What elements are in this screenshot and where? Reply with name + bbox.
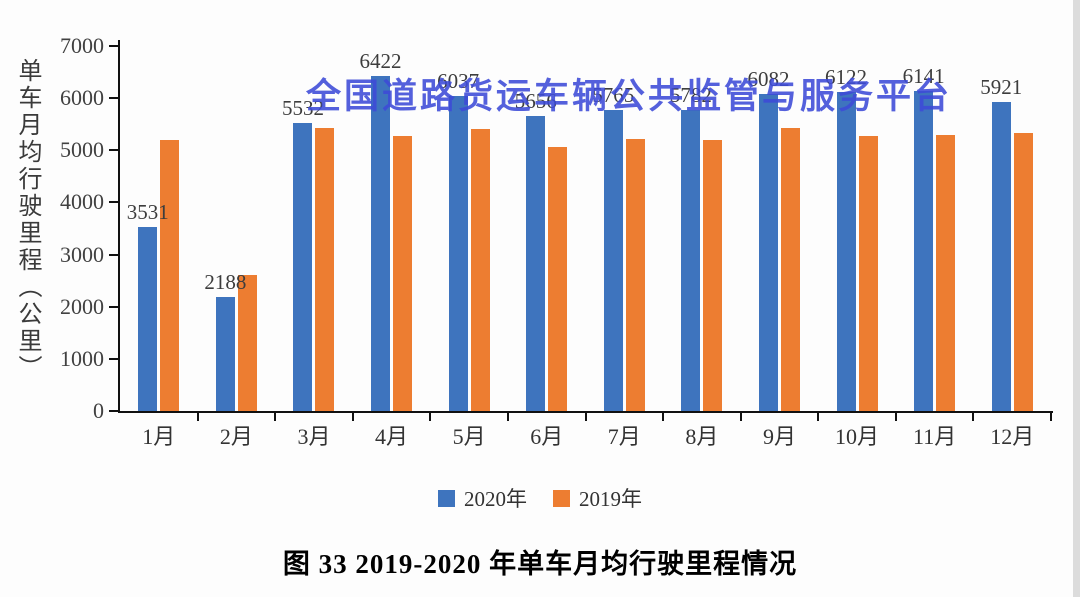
bar-2020年-12月 (991, 102, 1011, 411)
x-tick-label-month: 4月 (375, 424, 409, 449)
bar-2020年-6月 (526, 116, 546, 411)
y-axis-tick (109, 357, 118, 360)
bar-value-label-2月: 2188 (204, 269, 247, 294)
bar-value-label-7月: 5765 (592, 83, 635, 108)
x-tick-label-month: 3月 (297, 424, 331, 449)
x-axis-tick (739, 413, 742, 421)
bar-2019年-5月 (470, 128, 490, 411)
legend-swatch-icon (553, 489, 570, 507)
bar-2019年-12月 (1013, 133, 1033, 411)
x-tick-label-month: 2月 (219, 424, 253, 449)
bar-2020年-4月 (371, 76, 391, 411)
y-axis-tick (109, 410, 118, 412)
bar-2019年-2月 (237, 274, 257, 411)
y-tick-label: 3000 (60, 241, 104, 267)
x-axis-tick (894, 413, 897, 421)
bar-2020年-2月 (215, 296, 235, 411)
x-tick-label-month: 6月 (530, 424, 564, 449)
chart-legend: 2020年 2019年 (0, 483, 1080, 513)
x-axis-tick (506, 413, 509, 421)
x-axis-tick (584, 413, 587, 421)
x-tick-label-month: 5月 (452, 424, 486, 449)
legend-label: 2019年 (579, 487, 642, 511)
x-tick-label-month: 1月 (142, 424, 176, 449)
bar-2019年-8月 (703, 140, 723, 411)
x-tick-label-month: 12月 (990, 424, 1035, 449)
legend-swatch-icon (438, 489, 455, 507)
bar-value-label-3月: 5532 (281, 95, 324, 120)
bar-value-label-10月: 6122 (825, 64, 868, 89)
bar-value-label-4月: 6422 (359, 49, 402, 74)
bar-2020年-5月 (448, 96, 468, 411)
bar-value-label-1月: 3531 (126, 199, 169, 224)
bar-2020年-7月 (603, 110, 623, 411)
bar-2020年-1月 (138, 226, 158, 411)
y-axis-tick (109, 149, 118, 152)
figure-caption: 图 33 2019-2020 年单车月均行驶里程情况 (282, 549, 798, 579)
y-axis-tick (109, 305, 118, 308)
bar-value-label-6月: 5656 (514, 89, 557, 114)
bar-value-label-5月: 6037 (437, 69, 480, 94)
bar-2019年-9月 (780, 128, 800, 411)
bar-2020年-9月 (758, 93, 778, 411)
page-edge-strip (1073, 0, 1080, 597)
y-tick-label: 7000 (60, 33, 104, 58)
y-tick-label: 0 (93, 398, 104, 423)
x-axis-tick (972, 413, 975, 421)
x-axis-tick (274, 413, 277, 421)
x-axis-tick (429, 413, 432, 421)
x-axis-tick (1050, 413, 1052, 421)
x-tick-label-month: 11月 (913, 424, 957, 449)
y-tick-label: 4000 (60, 189, 104, 215)
y-axis-tick (109, 201, 118, 204)
x-axis-line (118, 411, 1053, 413)
x-axis-tick (817, 413, 820, 421)
bar-value-label-9月: 6082 (747, 66, 790, 91)
bar-value-label-8月: 5782 (669, 82, 712, 107)
y-axis-line (118, 40, 120, 413)
y-tick-label: 5000 (60, 137, 104, 163)
x-axis-tick (662, 413, 665, 421)
bar-value-label-11月: 6141 (902, 63, 945, 88)
bar-2019年-11月 (936, 135, 956, 411)
y-axis-title: 单车月均行驶里程（公里） (14, 58, 40, 382)
y-tick-label: 1000 (60, 345, 104, 371)
y-axis-tick (109, 253, 118, 256)
bar-2019年-4月 (393, 136, 413, 411)
bar-2019年-7月 (625, 139, 645, 411)
x-tick-label-month: 8月 (685, 424, 719, 449)
bar-2020年-8月 (681, 109, 701, 411)
bar-2019年-10月 (858, 136, 878, 411)
bar-value-label-12月: 5921 (980, 75, 1023, 100)
y-tick-label: 2000 (60, 293, 104, 319)
watermark-text: 全国道路货运车辆公共监管与服务平台 (306, 77, 953, 116)
bar-2019年-3月 (315, 128, 335, 411)
x-tick-label-month: 7月 (607, 424, 641, 449)
y-tick-label: 6000 (60, 85, 104, 111)
y-axis-tick (109, 97, 118, 100)
legend-item-2020年: 2020年 (438, 483, 527, 513)
x-axis-tick (351, 413, 354, 421)
legend-label: 2020年 (464, 487, 527, 511)
bar-2020年-11月 (914, 90, 934, 411)
x-tick-label-month: 9月 (762, 424, 796, 449)
x-axis-tick (196, 413, 199, 421)
bar-2020年-3月 (293, 122, 313, 411)
x-tick-label-month: 10月 (835, 424, 880, 449)
bar-2019年-1月 (160, 139, 180, 411)
bar-2020年-10月 (836, 91, 856, 411)
bar-2019年-6月 (548, 147, 568, 411)
legend-item-2019年: 2019年 (553, 483, 642, 513)
y-axis-tick (109, 45, 118, 47)
